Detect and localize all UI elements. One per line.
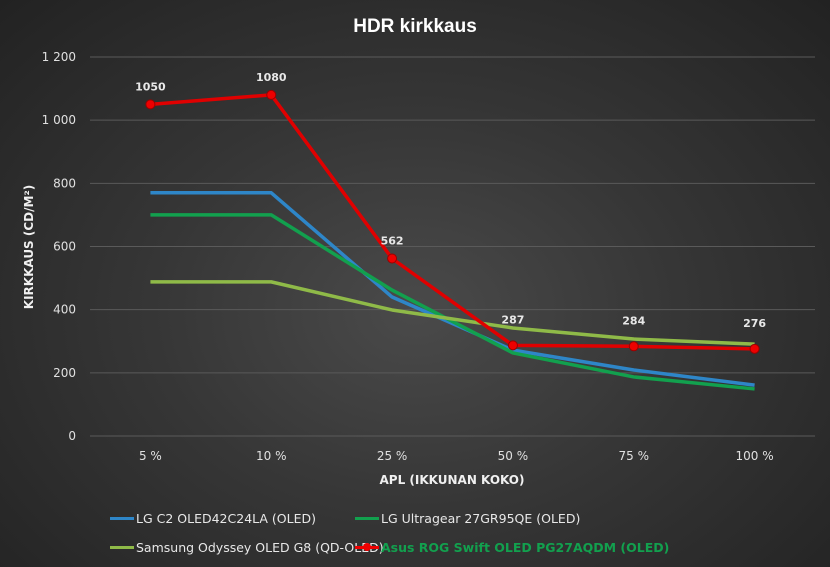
- y-tick-label: 1 000: [42, 113, 76, 127]
- legend-swatch: [110, 517, 134, 520]
- legend-label: Samsung Odyssey OLED G8 (QD-OLED): [136, 540, 384, 555]
- x-tick-label: 100 %: [736, 449, 774, 463]
- x-tick-label: 25 %: [377, 449, 408, 463]
- data-label: 284: [622, 314, 645, 327]
- legend-swatch: [355, 543, 379, 551]
- legend-item-samsung: Samsung Odyssey OLED G8 (QD-OLED): [110, 540, 384, 555]
- x-axis-label: APL (IKKUNAN KOKO): [380, 473, 525, 487]
- data-label: 562: [381, 235, 404, 248]
- legend-label: LG C2 OLED42C24LA (OLED): [136, 511, 316, 526]
- x-tick-label: 5 %: [139, 449, 162, 463]
- y-tick-label: 600: [53, 240, 76, 254]
- y-axis-label: KIRKKAUS (CD/M²): [22, 185, 36, 309]
- series-line-0: [150, 191, 755, 387]
- data-label: 1050: [135, 80, 166, 93]
- data-point: [266, 89, 277, 100]
- data-point: [628, 341, 639, 352]
- y-tick-label: 400: [53, 303, 76, 317]
- legend-item-lg-ultragear: LG Ultragear 27GR95QE (OLED): [355, 511, 580, 526]
- legend-swatch: [355, 517, 379, 520]
- legend-label: Asus ROG Swift OLED PG27AQDM (OLED): [381, 540, 670, 555]
- y-tick-label: 200: [53, 366, 76, 380]
- y-tick-label: 1 200: [42, 50, 76, 64]
- chart-title: HDR kirkkaus: [353, 16, 477, 37]
- legend-item-asus: Asus ROG Swift OLED PG27AQDM (OLED): [355, 540, 669, 555]
- series-line-3: [150, 93, 755, 351]
- marker-icon: [363, 543, 371, 551]
- legend-swatch: [110, 546, 134, 549]
- data-label: 1080: [256, 71, 287, 84]
- legend-label: LG Ultragear 27GR95QE (OLED): [381, 511, 581, 526]
- data-point: [507, 340, 518, 351]
- data-label: 287: [501, 313, 524, 326]
- y-tick-label: 800: [53, 176, 76, 190]
- x-tick-label: 50 %: [498, 449, 529, 463]
- y-tick-label: 0: [68, 429, 76, 443]
- series-line-2: [150, 280, 755, 346]
- data-point: [749, 343, 760, 354]
- hdr-brightness-chart: HDR kirkkaus 0 200 400 600 800 1 000 1 200 5 %…: [22, 16, 815, 487]
- data-point: [145, 99, 156, 110]
- data-label: 276: [743, 317, 766, 330]
- series-line-1: [150, 213, 755, 391]
- data-point: [387, 253, 398, 264]
- x-tick-label: 75 %: [619, 449, 650, 463]
- x-tick-label: 10 %: [256, 449, 287, 463]
- legend-item-lg-c2: LG C2 OLED42C24LA (OLED): [110, 511, 316, 526]
